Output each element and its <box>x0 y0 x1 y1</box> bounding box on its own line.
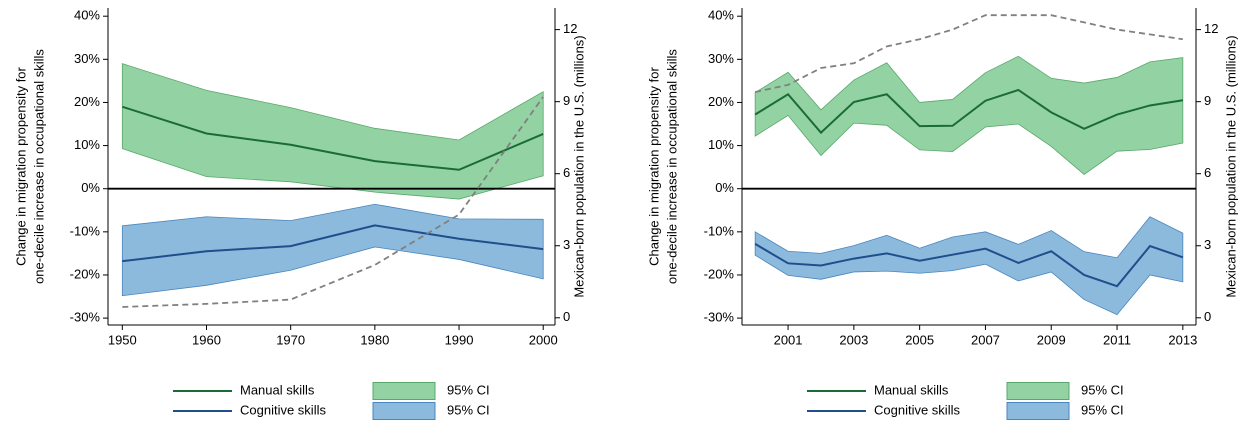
x-tick-label: 2003 <box>839 332 868 347</box>
x-tick-label: 2011 <box>1103 332 1131 347</box>
legend-label: Manual skills <box>240 382 315 397</box>
legend-label: Manual skills <box>874 382 949 397</box>
y-tick-label: -30% <box>70 310 101 325</box>
y-tick-label: 0% <box>715 180 734 195</box>
y-tick-label: -30% <box>704 310 735 325</box>
legend-swatch <box>1006 382 1070 400</box>
x-tick-label: 1980 <box>360 332 389 347</box>
series-line <box>754 88 1183 135</box>
y-tick-label: -10% <box>70 223 101 238</box>
series-line <box>122 224 544 263</box>
y-axis-label: one-decile increase in occupational skil… <box>31 49 46 284</box>
y2-axis-label: Mexican-born population in the U.S. (mil… <box>571 35 586 297</box>
x-tick-label: 2000 <box>529 332 558 347</box>
legend-label: Cognitive skills <box>240 402 326 417</box>
y2-tick-label: 6 <box>1204 165 1211 180</box>
ci-band <box>754 55 1184 175</box>
y-tick-label: 20% <box>708 94 734 109</box>
x-tick-label: 2013 <box>1168 332 1197 347</box>
x-tick-label: 2009 <box>1037 332 1066 347</box>
dashed-line <box>122 96 544 308</box>
legend-swatch <box>372 402 436 420</box>
ci-band <box>754 216 1184 316</box>
legend-label: 95% CI <box>447 402 490 417</box>
legend-label: 95% CI <box>1081 402 1124 417</box>
x-tick-label: 1960 <box>192 332 221 347</box>
legend-swatch <box>1006 402 1070 420</box>
y2-tick-label: 0 <box>1204 309 1211 324</box>
y-axis-label: one-decile increase in occupational skil… <box>664 49 679 284</box>
panel: -30% -20% -10% 0% 10% 20% 30% 40% 0 3 6 9 12 1950 1960… <box>13 8 586 420</box>
x-tick-label: 2007 <box>971 332 1000 347</box>
y-axis-label: Change in migration propensity for <box>13 66 28 265</box>
y-axis-label: Change in migration propensity for <box>646 66 661 265</box>
y-tick-label: 10% <box>74 137 100 152</box>
y-tick-label: -10% <box>704 223 735 238</box>
legend-label: 95% CI <box>447 382 490 397</box>
series-line <box>122 105 544 171</box>
y2-tick-label: 6 <box>563 165 570 180</box>
x-tick-label: 1970 <box>276 332 305 347</box>
y-tick-label: 10% <box>708 137 734 152</box>
y-tick-label: 0% <box>81 180 100 195</box>
y-tick-label: 30% <box>708 51 734 66</box>
legend-swatch <box>372 382 436 400</box>
legend-label: Cognitive skills <box>874 402 960 417</box>
y2-tick-label: 3 <box>563 237 570 252</box>
dashed-line <box>754 14 1183 93</box>
y-tick-label: 30% <box>74 51 100 66</box>
series-line <box>754 243 1184 288</box>
panel: -30% -20% -10% 0% 10% 20% 30% 40% 0 3 6 9 12 2001 2003… <box>646 8 1238 420</box>
y2-tick-label: 3 <box>1204 237 1211 252</box>
x-tick-label: 1990 <box>445 332 474 347</box>
ci-band <box>121 63 544 200</box>
y-tick-label: 40% <box>708 8 734 23</box>
y2-tick-label: 12 <box>563 21 577 36</box>
y2-tick-label: 9 <box>1204 93 1211 108</box>
y-tick-label: 20% <box>74 94 100 109</box>
x-tick-label: 1950 <box>108 332 137 347</box>
y-tick-label: -20% <box>70 266 101 281</box>
x-tick-label: 2001 <box>774 332 803 347</box>
legend-label: 95% CI <box>1081 382 1124 397</box>
y2-tick-label: 9 <box>563 93 570 108</box>
y2-tick-label: 0 <box>563 309 570 324</box>
y2-axis-label: Mexican-born population in the U.S. (mil… <box>1223 35 1238 297</box>
y2-tick-label: 12 <box>1204 21 1218 36</box>
x-tick-label: 2005 <box>905 332 934 347</box>
y-tick-label: 40% <box>74 8 100 23</box>
y-tick-label: -20% <box>704 266 735 281</box>
